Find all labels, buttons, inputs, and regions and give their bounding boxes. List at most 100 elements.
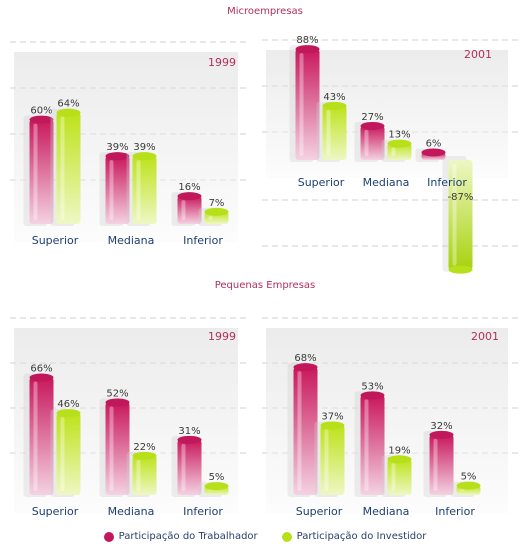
bar-cap: [360, 121, 385, 130]
data-label: 88%: [296, 35, 318, 46]
legend: Participação do Trabalhador Participação…: [0, 531, 530, 542]
bar-cap: [320, 421, 345, 430]
bar-trabalhador-inferior: [429, 434, 454, 495]
legend-swatch-investidor: [281, 531, 292, 542]
category-label-superior: Superior: [298, 176, 345, 189]
bar-cap: [387, 455, 412, 464]
bar-investidor-inferior: [448, 160, 473, 270]
bar-cap: [429, 430, 454, 439]
chart-year-label: 1999: [208, 56, 236, 69]
bar-highlight: [364, 129, 369, 156]
category-label-mediana: Mediana: [363, 176, 410, 189]
bar-trabalhador-superior: [293, 367, 318, 495]
data-label: 68%: [294, 353, 316, 364]
bar-investidor-mediana: [387, 459, 412, 495]
data-label: -87%: [448, 192, 474, 203]
bar-cap: [177, 192, 202, 201]
bar-trabalhador-mediana: [105, 402, 130, 495]
chart-panel-1: 1999 60% 64% Superior 39% 39% Mediana 16% 7% Infe…: [10, 41, 250, 247]
bar-highlight: [33, 123, 38, 220]
bar-cap: [105, 152, 130, 161]
bar-highlight: [452, 164, 457, 266]
bar-trabalhador-inferior: [177, 439, 202, 495]
chart-panel-3: 1999 66% 46% Superior 52% 22% Mediana 31% 5% Infe…: [10, 317, 250, 518]
data-label: 5%: [209, 472, 225, 483]
bar-highlight: [60, 116, 65, 220]
bar-cap: [29, 373, 54, 382]
bar-cap: [293, 363, 318, 372]
bar-highlight: [181, 200, 186, 220]
category-label-inferior: Inferior: [435, 505, 475, 518]
data-label: 6%: [426, 138, 442, 149]
bar-highlight: [299, 53, 304, 157]
bar-cap: [456, 481, 481, 490]
bar-highlight: [433, 438, 438, 491]
chart-panel-4: 2001 68% 37% Superior 53% 19% Mediana 32% 5% Infe…: [262, 317, 520, 518]
bar-cap: [360, 391, 385, 400]
data-label: 37%: [321, 411, 343, 422]
bar-cap: [204, 207, 229, 216]
data-label: 32%: [430, 421, 452, 432]
bar-cap: [29, 115, 54, 124]
category-label-superior: Superior: [296, 505, 343, 518]
bar-trabalhador-inferior: [177, 196, 202, 224]
data-label: 46%: [57, 399, 79, 410]
data-label: 16%: [178, 182, 200, 193]
bar-highlight: [60, 417, 65, 491]
bar-cap: [387, 139, 412, 148]
data-label: 66%: [30, 364, 52, 375]
category-label-superior: Superior: [32, 234, 79, 247]
bar-cap: [105, 398, 130, 407]
bar-cap: [322, 101, 347, 110]
chart-year-label: 2001: [464, 48, 492, 61]
category-label-mediana: Mediana: [108, 505, 155, 518]
bar-investidor-superior: [56, 112, 81, 224]
bar-highlight: [297, 371, 302, 491]
bar-cap: [421, 148, 446, 157]
category-label-inferior: Inferior: [427, 176, 467, 189]
bar-highlight: [109, 406, 114, 491]
bar-highlight: [391, 147, 396, 156]
data-label: 27%: [361, 112, 383, 123]
bar-highlight: [136, 459, 141, 491]
bar-highlight: [109, 160, 114, 220]
bar-trabalhador-superior: [295, 49, 320, 161]
bar-highlight: [33, 381, 38, 491]
category-label-mediana: Mediana: [363, 505, 410, 518]
section-title-micro: Microempresas: [227, 6, 303, 17]
legend-swatch-trabalhador: [103, 531, 114, 542]
bar-highlight: [208, 215, 213, 220]
bar-highlight: [208, 490, 213, 491]
bar-cap: [448, 265, 473, 274]
bar-highlight: [136, 160, 141, 220]
bar-cap: [56, 409, 81, 418]
data-label: 53%: [361, 381, 383, 392]
bar-cap: [56, 108, 81, 117]
bar-cap: [177, 435, 202, 444]
data-label: 60%: [30, 106, 52, 117]
bar-investidor-superior: [322, 105, 347, 160]
category-label-superior: Superior: [32, 505, 79, 518]
data-label: 31%: [178, 426, 200, 437]
bar-cap: [295, 45, 320, 54]
bar-investidor-superior: [320, 425, 345, 495]
data-label: 19%: [388, 445, 410, 456]
bar-highlight: [181, 443, 186, 491]
category-label-inferior: Inferior: [183, 505, 223, 518]
bar-investidor-mediana: [132, 156, 157, 224]
legend-label-trabalhador: Participação do Trabalhador: [118, 531, 258, 542]
legend-label-investidor: Participação do Investidor: [296, 531, 427, 542]
bar-highlight: [364, 399, 369, 491]
data-label: 39%: [106, 142, 128, 153]
bar-trabalhador-mediana: [105, 156, 130, 224]
data-label: 22%: [133, 442, 155, 453]
bar-cap: [132, 152, 157, 161]
bar-investidor-superior: [56, 413, 81, 495]
legend-item-investidor: Participação do Investidor: [281, 531, 427, 542]
data-label: 13%: [388, 130, 410, 141]
data-label: 39%: [133, 142, 155, 153]
bar-trabalhador-mediana: [360, 395, 385, 495]
bar-trabalhador-superior: [29, 119, 54, 224]
bar-investidor-mediana: [132, 455, 157, 495]
